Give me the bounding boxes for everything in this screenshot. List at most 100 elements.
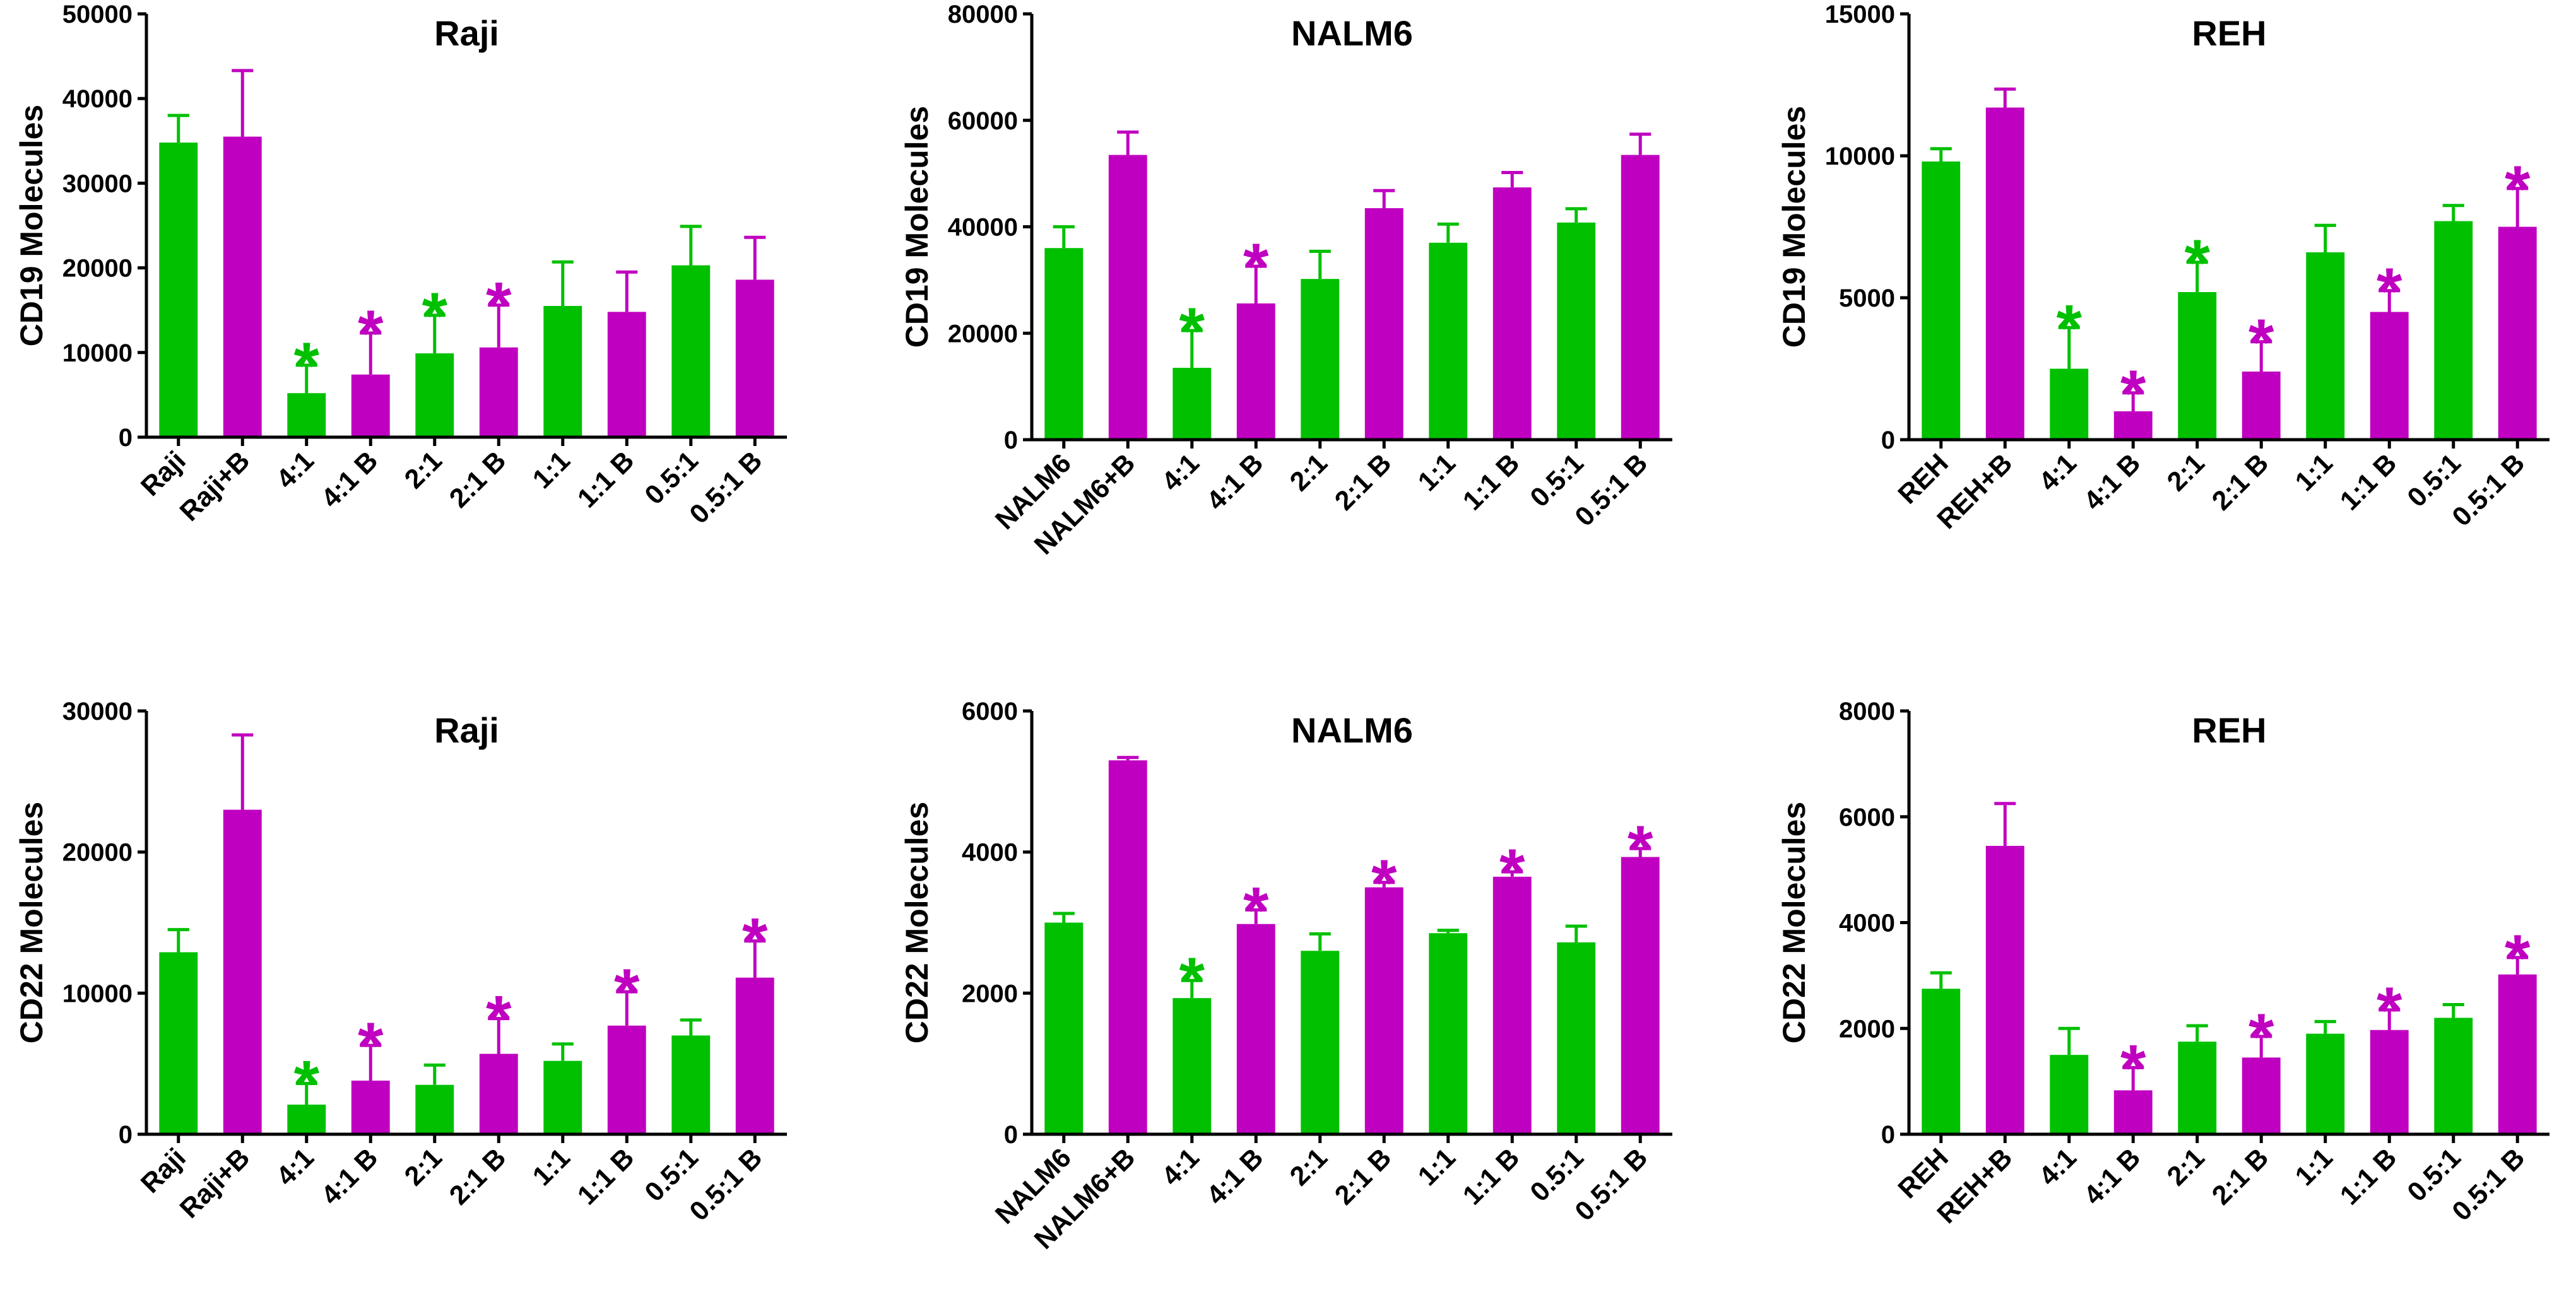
y-axis-label: CD22 Molecules xyxy=(1776,802,1812,1043)
x-tick-label: 2:1 xyxy=(1284,1142,1333,1192)
x-tick-label: 1:1 xyxy=(527,1142,576,1192)
x-tick-label: 4:1 xyxy=(2033,1142,2083,1192)
bar xyxy=(1492,876,1532,1134)
y-tick-label: 80000 xyxy=(948,1,1018,28)
x-tick-label: 2:1 xyxy=(2161,1142,2211,1192)
significance-star: * xyxy=(358,1009,384,1083)
bar xyxy=(1108,155,1147,440)
significance-star: * xyxy=(294,1047,320,1120)
bar xyxy=(1922,161,1961,440)
y-tick-label: 30000 xyxy=(62,170,133,197)
y-axis-label: CD22 Molecules xyxy=(899,802,935,1043)
bar xyxy=(415,353,454,437)
bar xyxy=(2113,1090,2153,1134)
x-tick-label: 4:1 B xyxy=(2078,448,2146,516)
bar xyxy=(2242,1057,2281,1134)
significance-star: * xyxy=(2377,974,2402,1047)
y-tick-label: 0 xyxy=(1881,426,1895,454)
bar xyxy=(1429,933,1468,1134)
bar xyxy=(1173,368,1212,440)
significance-star: * xyxy=(422,279,448,353)
significance-star: * xyxy=(1628,813,1653,886)
y-tick-label: 8000 xyxy=(1839,698,1895,725)
y-tick-label: 0 xyxy=(1881,1121,1895,1149)
bar xyxy=(671,265,711,437)
x-tick-label: 2:1 B xyxy=(444,1142,512,1211)
bar xyxy=(2050,368,2089,440)
bar xyxy=(159,142,198,437)
bar xyxy=(2498,226,2537,440)
significance-star: * xyxy=(2120,1031,2146,1105)
bar xyxy=(1985,107,2024,440)
significance-star: * xyxy=(1243,230,1269,303)
bar xyxy=(1364,887,1403,1134)
y-tick-label: 15000 xyxy=(1825,1,1895,28)
significance-star: * xyxy=(2057,291,2083,365)
y-tick-label: 40000 xyxy=(62,85,133,113)
x-tick-label: 0.5:1 B xyxy=(684,445,769,530)
significance-star: * xyxy=(294,329,320,402)
bar xyxy=(1044,922,1084,1134)
bar xyxy=(543,1060,582,1134)
x-tick-label: 2:1 xyxy=(399,445,448,495)
bar xyxy=(543,305,582,437)
bar xyxy=(287,393,326,437)
x-tick-label: 1:1 B xyxy=(572,1142,640,1211)
x-tick-label: Raji xyxy=(135,1142,192,1199)
x-tick-label: 4:1 xyxy=(271,1142,320,1192)
y-tick-label: 20000 xyxy=(62,255,133,283)
bar xyxy=(1492,187,1532,440)
x-tick-label: 2:1 xyxy=(399,1142,448,1192)
y-tick-label: 30000 xyxy=(62,698,133,725)
y-tick-label: 4000 xyxy=(962,839,1018,867)
significance-star: * xyxy=(2505,922,2531,995)
chart-title: REH xyxy=(2192,13,2266,53)
y-axis-label: CD19 Molecules xyxy=(1776,106,1812,348)
bar xyxy=(1429,242,1468,440)
x-tick-label: 1:1 xyxy=(527,445,576,495)
y-tick-label: 0 xyxy=(119,424,133,452)
significance-star: * xyxy=(2505,153,2531,226)
significance-star: * xyxy=(1179,295,1205,368)
x-tick-label: 4:1 B xyxy=(1201,1142,1269,1211)
x-tick-label: 1:1 xyxy=(1412,1142,1462,1192)
y-axis-label: CD19 Molecules xyxy=(14,105,49,346)
bar xyxy=(1621,155,1660,440)
y-tick-label: 10000 xyxy=(62,980,133,1007)
bar xyxy=(1236,924,1275,1134)
x-tick-label: Raji+B xyxy=(174,445,256,527)
chart-title: REH xyxy=(2192,710,2266,750)
y-tick-label: 10000 xyxy=(1825,143,1895,170)
bar xyxy=(2370,1030,2409,1134)
x-tick-label: 4:1 B xyxy=(2078,1142,2146,1211)
bar xyxy=(607,312,646,437)
significance-star: * xyxy=(2185,226,2211,300)
x-tick-label: 2:1 xyxy=(2161,448,2211,497)
chart-panel-4: Raji CD22 Molecules * * * * * 0 10000 20000 30000 R… xyxy=(14,698,787,1227)
bar xyxy=(223,809,262,1134)
y-tick-label: 50000 xyxy=(62,1,133,28)
chart-panel-1: Raji CD19 Molecules * * * * 0 10000 20000 30000 40… xyxy=(14,1,787,530)
bar xyxy=(1364,208,1403,440)
x-tick-label: 2:1 B xyxy=(2206,1142,2274,1211)
significance-star: * xyxy=(1371,847,1397,920)
bar xyxy=(1922,989,1961,1134)
x-tick-label: 4:1 xyxy=(1156,1142,1205,1192)
bar xyxy=(1173,998,1212,1134)
y-tick-label: 20000 xyxy=(62,839,133,867)
bar xyxy=(351,1081,390,1134)
y-tick-label: 0 xyxy=(1004,426,1018,454)
x-tick-label: 0.5:1 B xyxy=(2447,448,2531,532)
x-tick-label: Raji xyxy=(135,445,192,502)
significance-star: * xyxy=(1243,874,1269,947)
chart-title: Raji xyxy=(434,13,499,53)
bar xyxy=(1301,951,1340,1134)
bar xyxy=(2370,312,2409,440)
y-tick-label: 6000 xyxy=(1839,804,1895,831)
significance-star: * xyxy=(1179,944,1205,1018)
bar xyxy=(223,136,262,437)
bar xyxy=(1985,845,2024,1134)
